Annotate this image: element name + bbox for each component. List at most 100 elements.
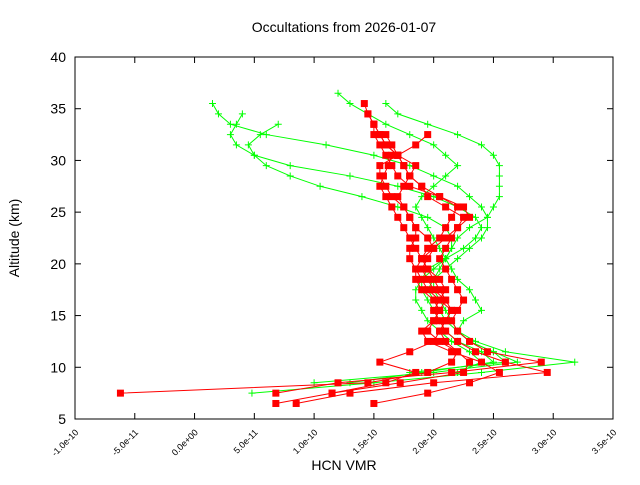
data-point-square <box>388 141 396 149</box>
data-point-square <box>406 255 414 263</box>
data-point-plus <box>495 182 503 190</box>
data-point-square <box>376 358 384 366</box>
data-point-square <box>382 141 390 149</box>
data-point-plus <box>430 182 438 190</box>
data-point-square <box>424 286 432 294</box>
data-point-plus <box>477 234 485 242</box>
data-point-square <box>418 255 426 263</box>
data-point-square <box>394 151 402 159</box>
data-point-plus <box>226 131 234 139</box>
data-point-square <box>436 337 444 345</box>
data-point-plus <box>226 120 234 128</box>
data-point-square <box>418 327 426 335</box>
data-point-square <box>388 203 396 211</box>
data-point-plus <box>430 141 438 149</box>
data-point-square <box>454 203 462 211</box>
data-point-square <box>412 265 420 273</box>
series-layer <box>116 89 579 407</box>
data-point-square <box>442 337 450 345</box>
data-point-plus <box>466 348 474 356</box>
data-point-square <box>424 265 432 273</box>
data-point-square <box>477 358 485 366</box>
data-point-square <box>272 399 280 407</box>
data-point-square <box>424 275 432 283</box>
data-point-square <box>454 337 462 345</box>
data-point-plus <box>346 379 354 387</box>
data-point-square <box>442 234 450 242</box>
data-point-plus <box>262 162 270 170</box>
data-point-plus <box>483 224 491 232</box>
data-point-square <box>370 120 378 128</box>
data-point-square <box>382 182 390 190</box>
data-point-plus <box>394 182 402 190</box>
y-axis-label: Altitude (km) <box>6 199 22 278</box>
data-point-square <box>334 379 342 387</box>
data-point-square <box>384 162 392 170</box>
data-point-square <box>430 275 438 283</box>
data-point-square <box>424 255 432 263</box>
data-point-square <box>436 255 444 263</box>
data-point-plus <box>250 151 258 159</box>
data-point-plus <box>424 224 432 232</box>
data-point-square <box>442 286 450 294</box>
data-point-plus <box>256 131 264 139</box>
data-point-plus <box>232 120 240 128</box>
data-point-square <box>424 389 432 397</box>
data-point-square <box>454 306 462 314</box>
data-point-plus <box>454 234 462 242</box>
data-point-square <box>436 327 444 335</box>
data-point-plus <box>382 100 390 108</box>
data-point-plus <box>472 234 480 242</box>
x-tick-label: -5.0e-11 <box>110 427 140 457</box>
data-point-square <box>430 337 438 345</box>
data-point-square <box>448 275 456 283</box>
data-point-square <box>400 203 408 211</box>
x-tick-label: 1.0e-10 <box>291 427 320 456</box>
data-point-plus <box>436 265 444 273</box>
data-point-square <box>412 234 420 242</box>
data-point-square <box>406 213 414 221</box>
data-point-square <box>460 213 468 221</box>
data-point-square <box>472 348 480 356</box>
x-tick-label: -1.0e-10 <box>50 427 81 458</box>
data-point-square <box>424 193 432 201</box>
data-point-plus <box>244 141 252 149</box>
data-point-square <box>460 203 468 211</box>
data-point-square <box>412 275 420 283</box>
x-tick-label: 0.0e+00 <box>170 427 200 457</box>
data-point-square <box>442 327 450 335</box>
data-point-plus <box>454 275 462 283</box>
data-point-plus <box>466 286 474 294</box>
data-point-square <box>406 172 414 180</box>
data-point-plus <box>418 213 426 221</box>
data-point-plus <box>334 89 342 97</box>
data-point-square <box>430 286 438 294</box>
data-point-square <box>448 306 456 314</box>
data-point-plus <box>442 172 450 180</box>
data-point-plus <box>412 296 420 304</box>
data-point-plus <box>418 306 426 314</box>
data-point-plus <box>448 244 456 252</box>
data-point-square <box>376 162 384 170</box>
data-point-square <box>466 358 474 366</box>
data-point-plus <box>489 348 497 356</box>
data-point-square <box>418 275 426 283</box>
data-point-square <box>394 193 402 201</box>
x-tick-label: 5.0e-11 <box>232 427 260 455</box>
axis-layer: -1.0e-10 -5.0e-11 0.0e+00 5.0e-11 1.0e-10 1.5… <box>50 49 619 458</box>
chart-title: Occultations from 2026-01-07 <box>252 19 437 35</box>
data-point-square <box>448 317 456 325</box>
data-point-plus <box>358 193 366 201</box>
data-point-square <box>272 389 280 397</box>
data-point-square <box>116 389 124 397</box>
data-point-square <box>328 389 336 397</box>
y-tick-label: 35 <box>50 101 66 117</box>
data-point-square <box>436 286 444 294</box>
data-point-plus <box>208 100 216 108</box>
data-point-square <box>454 224 462 232</box>
data-point-plus <box>346 100 354 108</box>
data-point-plus <box>489 151 497 159</box>
data-point-plus <box>316 182 324 190</box>
data-point-plus <box>448 337 456 345</box>
data-point-square <box>424 337 432 345</box>
